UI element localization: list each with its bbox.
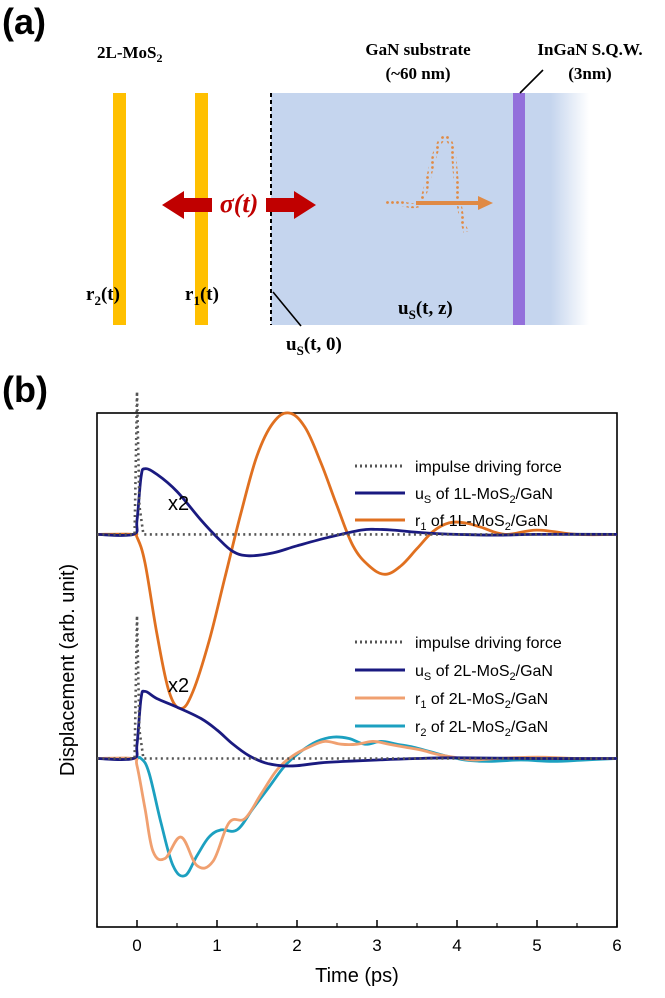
us-tz-label: uS(t, z): [398, 298, 453, 322]
plot-frame: [96, 412, 618, 928]
x-tick-label: 0: [132, 936, 141, 955]
panel-b-label: (b): [2, 369, 48, 410]
ingan-pointer-line: [519, 69, 544, 94]
x-tick-label: 2: [292, 936, 301, 955]
series-layer: [96, 390, 618, 878]
gan-title-line2: (~60 nm): [385, 64, 450, 83]
us-0-label: uS(t, 0): [286, 334, 342, 358]
legend-top-label-0: impulse driving force: [415, 459, 562, 476]
r2-label: r2(t): [86, 284, 120, 308]
annotation-x2-bottom: x2: [168, 675, 189, 697]
mos2-title: 2L-MoS2: [97, 43, 163, 65]
panel-a: (a) 2L-MoS2 GaN substrate (~60 nm) InGaN…: [2, 1, 643, 358]
ingan-quantum-well: [513, 93, 525, 325]
sigma-label: σ(t): [220, 189, 259, 218]
x-tick-label: 4: [452, 936, 461, 955]
us0-pointer-line: [272, 291, 302, 327]
x-tick-label: 1: [212, 936, 221, 955]
annotation-x2-top: x2: [168, 493, 189, 515]
legend-top-label-1: uS of 1L-MoS2/GaN: [415, 486, 553, 506]
legend-bottom-label-0: impulse driving force: [415, 635, 562, 652]
pulse-arrow-head: [478, 196, 493, 210]
panel-b: (b) 0 1 2 3 4 5 6 x2 x2 impulse driving force …: [2, 369, 622, 987]
stress-arrow-left: [162, 191, 212, 219]
x-tick-label: 6: [612, 936, 621, 955]
series-r1-of-1l-mos2-gan: [96, 411, 618, 710]
mos2-layer-2: [113, 93, 126, 325]
legend-top: impulse driving force uS of 1L-MoS2/GaN …: [355, 459, 562, 533]
panel-a-label: (a): [2, 1, 46, 42]
series-impulse-driving-force-1l-: [97, 390, 617, 536]
gan-substrate: [271, 93, 589, 325]
x-axis-label: Time (ps): [315, 965, 399, 987]
legend-bottom: impulse driving force uS of 2L-MoS2/GaN …: [355, 635, 562, 739]
series-us-of-2l-mos2-gan: [96, 689, 618, 768]
ingan-title-line2: (3nm): [568, 64, 611, 83]
y-axis-label: Displacement (arb. unit): [57, 564, 79, 776]
x-tick-label: 5: [532, 936, 541, 955]
x-tick-label: 3: [372, 936, 381, 955]
legend-top-label-2: r1 of 1L-MoS2/GaN: [415, 513, 548, 533]
r1-label: r1(t): [185, 284, 219, 308]
strain-pulse: [384, 135, 469, 233]
stress-arrow-right: [266, 191, 316, 219]
gan-title-line1: GaN substrate: [365, 40, 471, 59]
legend-bottom-label-1: uS of 2L-MoS2/GaN: [415, 663, 553, 683]
x-ticks: 0 1 2 3 4 5 6: [96, 920, 622, 955]
series-impulse-driving-force-2l-: [97, 614, 617, 760]
legend-bottom-label-2: r1 of 2L-MoS2/GaN: [415, 691, 548, 711]
ingan-title-line1: InGaN S.Q.W.: [537, 40, 642, 59]
legend-bottom-label-3: r2 of 2L-MoS2/GaN: [415, 719, 548, 739]
